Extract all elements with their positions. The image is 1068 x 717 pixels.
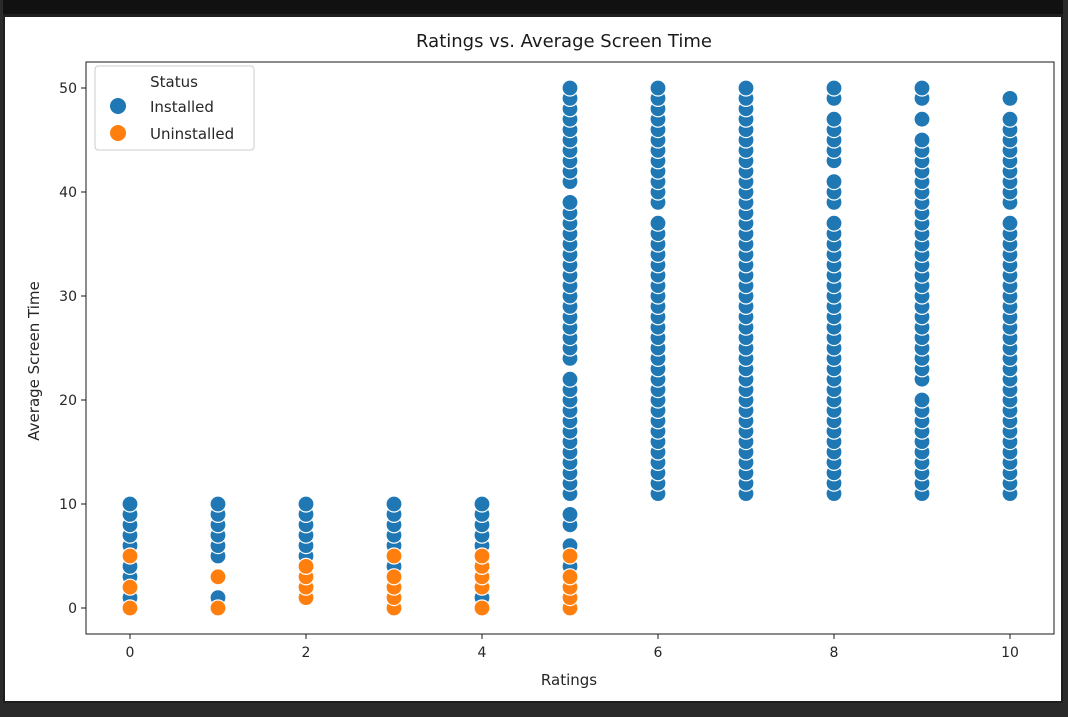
axes-frame: [85, 61, 1055, 635]
point-installed: [913, 110, 931, 128]
series-installed: [121, 79, 1019, 607]
point-uninstalled: [561, 568, 579, 586]
chart-title: Ratings vs. Average Screen Time: [416, 31, 712, 52]
legend-title: Status: [150, 73, 198, 91]
point-uninstalled: [297, 557, 315, 576]
y-axis: 0 10 20 30 40 50: [59, 81, 86, 617]
point-installed: [913, 391, 931, 409]
point-installed: [561, 193, 579, 211]
point-installed: [649, 214, 667, 232]
point-installed: [297, 495, 315, 513]
y-axis-label: Average Screen Time: [25, 281, 43, 440]
point-installed: [561, 370, 579, 388]
point-installed: [737, 79, 755, 97]
point-uninstalled: [473, 547, 491, 565]
x-tick-label: 6: [654, 645, 663, 661]
point-uninstalled: [473, 599, 491, 617]
point-installed: [825, 173, 843, 191]
point-installed: [1001, 110, 1019, 128]
x-axis: 0 2 4 6 8 10: [126, 634, 1019, 661]
point-installed: [209, 495, 227, 513]
scatter-chart: Ratings vs. Average Screen Time 0 2 4 6 8 10 …: [25, 31, 1055, 689]
y-tick-label: 50: [59, 81, 77, 97]
point-uninstalled: [121, 547, 139, 565]
point-installed: [473, 495, 491, 513]
point-uninstalled: [121, 599, 139, 617]
point-uninstalled: [385, 568, 403, 586]
legend-box: [94, 65, 255, 151]
right-border: [1063, 0, 1068, 717]
y-tick-label: 30: [59, 289, 77, 305]
point-uninstalled: [121, 578, 139, 596]
point-installed: [385, 495, 403, 513]
point-installed: [649, 79, 667, 97]
point-installed: [1001, 89, 1019, 108]
point-uninstalled: [561, 547, 579, 565]
point-uninstalled: [209, 599, 227, 617]
point-installed: [561, 505, 579, 523]
series-uninstalled: [121, 547, 579, 617]
legend: Status Installed Uninstalled: [94, 65, 255, 151]
point-installed: [913, 131, 931, 149]
x-axis-label: Ratings: [541, 671, 597, 689]
y-tick-label: 20: [59, 393, 77, 409]
legend-label-uninstalled: Uninstalled: [150, 125, 234, 143]
point-installed: [825, 214, 843, 232]
legend-marker-uninstalled: [110, 125, 126, 141]
chart-figure: Ratings vs. Average Screen Time 0 2 4 6 8 10 …: [5, 17, 1061, 701]
left-border: [0, 0, 3, 717]
top-border: [0, 0, 1068, 14]
y-tick-label: 0: [68, 601, 77, 617]
point-installed: [1001, 214, 1019, 232]
point-installed: [121, 495, 139, 513]
point-installed: [825, 79, 843, 97]
bottom-scrollbar[interactable]: [0, 703, 1068, 717]
point-installed: [825, 110, 843, 128]
plot-area: [121, 79, 1019, 617]
legend-label-installed: Installed: [150, 98, 214, 116]
x-tick-label: 8: [830, 645, 839, 661]
y-tick-label: 10: [59, 497, 77, 513]
y-tick-label: 40: [59, 185, 77, 201]
point-uninstalled: [209, 568, 227, 586]
point-uninstalled: [385, 547, 403, 565]
point-installed: [561, 79, 579, 97]
point-installed: [913, 79, 931, 97]
x-tick-label: 10: [1001, 645, 1019, 661]
legend-marker-installed: [110, 98, 126, 114]
x-tick-label: 4: [478, 645, 487, 661]
x-tick-label: 0: [126, 645, 135, 661]
x-tick-label: 2: [302, 645, 311, 661]
